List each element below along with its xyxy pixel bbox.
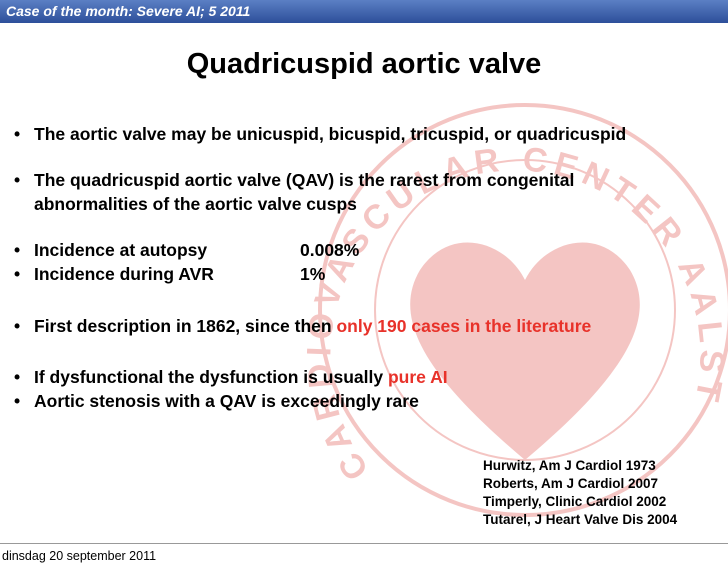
bullet-text: First description in 1862, since then [34,316,337,336]
bullet-label: Incidence during AVR [34,264,214,284]
bullet-text: abnormalities of the aortic valve cusps [34,194,357,214]
reference: Timperly, Clinic Cardiol 2002 [483,494,667,509]
logo-ring [318,103,728,517]
bullet-highlight: pure AI [387,367,448,387]
bullet-highlight: only 190 cases in the literature [336,316,592,336]
reference: Hurwitz, Am J Cardiol 1973 [483,458,656,473]
bullet-value: 0.008% [300,240,360,260]
bullet-text: Aortic stenosis with a QAV is exceedingl… [34,391,419,411]
bullet-text: The quadricuspid aortic valve (QAV) is t… [34,170,575,190]
logo-heart [410,242,640,460]
footer-rule [0,543,728,544]
bullet-text: The aortic valve may be unicuspid, bicus… [34,124,627,144]
bullet-text: If dysfunctional the dysfunction is usua… [34,367,388,387]
bullet-value: 1% [300,264,326,284]
footer-date: dinsdag 20 september 2011 [2,549,157,563]
reference: Roberts, Am J Cardiol 2007 [483,476,659,491]
reference: Tutarel, J Heart Valve Dis 2004 [483,512,678,527]
logo-ring [374,159,676,461]
header-text: Case of the month: Severe AI; 5 2011 [6,3,251,19]
bullet-label: Incidence at autopsy [34,240,208,260]
header-bar: Case of the month: Severe AI; 5 2011 [0,0,728,23]
slide-title: Quadricuspid aortic valve [186,48,542,80]
